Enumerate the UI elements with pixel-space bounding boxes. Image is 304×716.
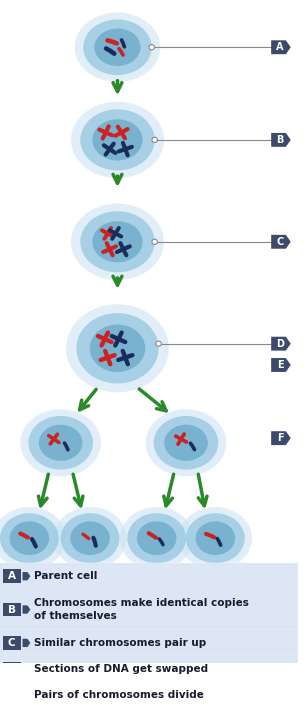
Ellipse shape	[146, 410, 226, 476]
Text: Chromosomes make identical copies
of themselves: Chromosomes make identical copies of the…	[34, 599, 249, 621]
Text: D: D	[7, 664, 16, 674]
Circle shape	[152, 239, 157, 244]
Circle shape	[149, 44, 154, 50]
FancyBboxPatch shape	[0, 707, 298, 716]
Text: Sections of DNA get swapped: Sections of DNA get swapped	[34, 664, 208, 674]
Polygon shape	[22, 664, 30, 673]
Ellipse shape	[80, 211, 155, 272]
Polygon shape	[271, 40, 291, 54]
Polygon shape	[271, 235, 291, 248]
Ellipse shape	[92, 120, 143, 160]
Text: E: E	[8, 690, 15, 700]
Polygon shape	[22, 639, 30, 647]
Text: Parent cell: Parent cell	[34, 571, 98, 581]
Ellipse shape	[179, 507, 252, 569]
Text: A: A	[276, 42, 284, 52]
FancyBboxPatch shape	[0, 656, 298, 682]
Ellipse shape	[120, 507, 193, 569]
Ellipse shape	[127, 513, 186, 563]
Polygon shape	[271, 337, 291, 351]
Polygon shape	[271, 133, 291, 147]
Ellipse shape	[20, 410, 101, 476]
Text: C: C	[276, 237, 284, 247]
FancyBboxPatch shape	[0, 563, 298, 589]
Text: C: C	[8, 638, 16, 648]
Ellipse shape	[0, 507, 66, 569]
Text: F: F	[277, 433, 283, 443]
Circle shape	[152, 137, 157, 142]
Ellipse shape	[54, 507, 127, 569]
Ellipse shape	[0, 513, 59, 563]
Ellipse shape	[71, 102, 164, 178]
Ellipse shape	[76, 313, 159, 384]
Ellipse shape	[9, 521, 49, 555]
Ellipse shape	[70, 521, 110, 555]
Text: E: E	[277, 360, 283, 370]
Text: Similar chromosomes pair up: Similar chromosomes pair up	[34, 638, 206, 648]
FancyBboxPatch shape	[0, 682, 298, 707]
Ellipse shape	[71, 203, 164, 280]
Ellipse shape	[195, 521, 235, 555]
Polygon shape	[22, 572, 30, 581]
FancyBboxPatch shape	[3, 662, 21, 676]
Text: B: B	[276, 135, 284, 145]
Ellipse shape	[75, 12, 160, 82]
Ellipse shape	[61, 513, 119, 563]
FancyBboxPatch shape	[3, 569, 21, 583]
Circle shape	[156, 341, 161, 347]
FancyBboxPatch shape	[0, 589, 298, 630]
Text: Pairs of chromosomes divide: Pairs of chromosomes divide	[34, 690, 204, 700]
Ellipse shape	[28, 416, 93, 470]
Ellipse shape	[90, 324, 145, 372]
Polygon shape	[22, 691, 30, 699]
Ellipse shape	[154, 416, 218, 470]
Text: D: D	[276, 339, 284, 349]
Polygon shape	[271, 431, 291, 445]
Polygon shape	[271, 358, 291, 372]
Text: A: A	[8, 571, 16, 581]
FancyBboxPatch shape	[0, 630, 298, 656]
Ellipse shape	[186, 513, 245, 563]
Ellipse shape	[80, 110, 155, 170]
FancyBboxPatch shape	[3, 688, 21, 702]
Ellipse shape	[39, 425, 82, 461]
Ellipse shape	[92, 221, 143, 262]
Text: B: B	[8, 604, 16, 614]
Ellipse shape	[66, 304, 169, 392]
Ellipse shape	[83, 19, 152, 75]
Ellipse shape	[137, 521, 176, 555]
FancyBboxPatch shape	[3, 636, 21, 650]
Ellipse shape	[164, 425, 208, 461]
FancyBboxPatch shape	[3, 714, 21, 716]
Ellipse shape	[94, 29, 141, 66]
FancyBboxPatch shape	[3, 603, 21, 616]
Polygon shape	[22, 605, 30, 614]
